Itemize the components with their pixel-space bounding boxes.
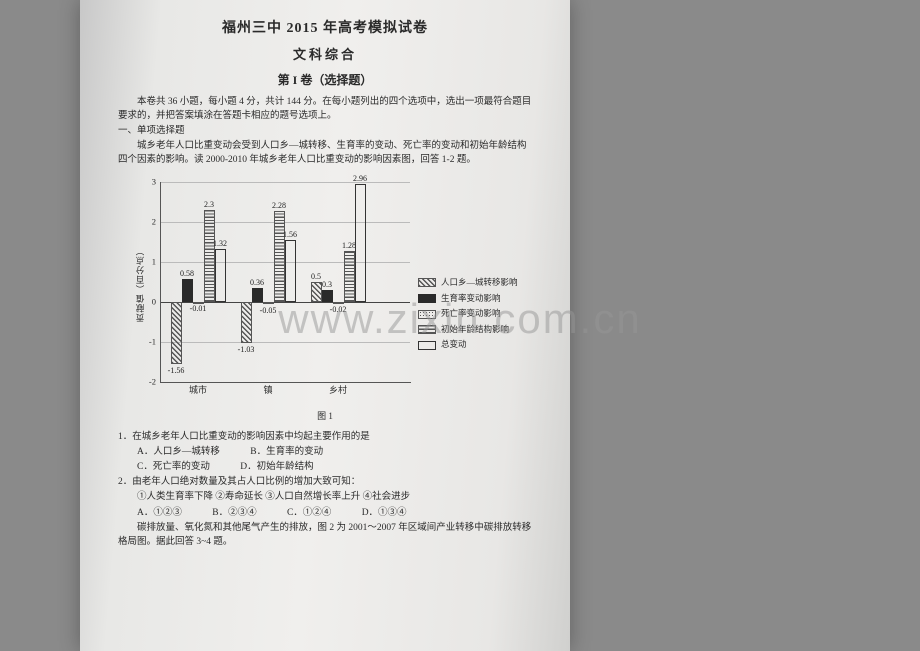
chart-bar <box>241 302 252 343</box>
chart-bar <box>285 240 296 302</box>
chart-bar <box>322 290 333 302</box>
chart-bar <box>344 251 355 302</box>
chart-value-label: -0.02 <box>330 304 347 316</box>
legend-swatch <box>418 310 436 319</box>
main-title: 福州三中 2015 年高考模拟试卷 <box>118 18 532 39</box>
legend-item: 生育率变动影响 <box>418 292 518 306</box>
question-2: 2．由老年人口绝对数量及其占人口比例的增加大致可知： ①人类生育率下降 ②寿命延… <box>118 475 532 521</box>
chart-value-label: 0.36 <box>250 277 264 289</box>
q1-opt-d: D．初始年龄结构 <box>240 460 313 475</box>
chart-value-label: 1.32 <box>213 238 227 250</box>
chart-value-label: 0.5 <box>311 271 321 283</box>
legend-swatch <box>418 341 436 350</box>
y-tick-label: -2 <box>140 376 156 389</box>
x-category-label: 城市 <box>189 384 207 398</box>
sub-title: 文科综合 <box>118 45 532 65</box>
chart-value-label: 2.96 <box>353 173 367 185</box>
y-tick-label: 2 <box>140 216 156 229</box>
y-tick-label: -1 <box>140 336 156 349</box>
q2-opt-a: A．①②③ <box>137 506 182 521</box>
legend-item: 总变动 <box>418 338 518 352</box>
chart-bar <box>215 249 226 302</box>
y-tick-label: 3 <box>140 176 156 189</box>
q1-opt-a: A．人口乡—城转移 <box>137 445 220 460</box>
chart-value-label: -1.56 <box>168 365 185 377</box>
q2-opt-c: C．①②④ <box>287 506 331 521</box>
chart-bar <box>204 210 215 302</box>
legend-label: 初始年龄结构影响 <box>441 323 509 337</box>
stimulus-text: 城乡老年人口比重变动会受到人口乡—城转移、生育率的变动、死亡率的变动和初始年龄结… <box>118 139 532 168</box>
legend-label: 总变动 <box>441 338 467 352</box>
legend-label: 人口乡—城转移影响 <box>441 276 518 290</box>
legend-label: 生育率变动影响 <box>441 292 501 306</box>
chart-bar <box>171 302 182 364</box>
q2-opt-b: B．②③④ <box>212 506 256 521</box>
q1-opt-c: C．死亡率的变动 <box>137 460 210 475</box>
x-category-label: 乡村 <box>329 384 347 398</box>
section-title: 第 I 卷（选择题） <box>118 71 532 89</box>
chart-bar <box>274 211 285 302</box>
legend-swatch <box>418 325 436 334</box>
exam-page: 福州三中 2015 年高考模拟试卷 文科综合 第 I 卷（选择题） 本卷共 36… <box>80 0 570 651</box>
chart-value-label: 2.3 <box>204 199 214 211</box>
legend-item: 死亡率变动影响 <box>418 307 518 321</box>
chart-value-label: -0.01 <box>190 303 207 315</box>
chart-value-label: 0.58 <box>180 268 194 280</box>
figure-caption: 图 1 <box>118 410 532 424</box>
chart-bar <box>355 184 366 302</box>
chart-bar <box>182 279 193 302</box>
q1-stem: 1．在城乡老年人口比重变动的影响因素中均起主要作用的是 <box>118 430 532 445</box>
chart-value-label: 0.3 <box>322 279 332 291</box>
legend-swatch <box>418 294 436 303</box>
chart-value-label: 1.56 <box>283 229 297 241</box>
y-tick-label: 1 <box>140 256 156 269</box>
section-label: 一、单项选择题 <box>118 124 532 139</box>
intro-instructions: 本卷共 36 小题，每小题 4 分，共计 144 分。在每小题列出的四个选项中，… <box>118 95 532 124</box>
chart-bar <box>263 302 274 304</box>
x-category-label: 镇 <box>263 384 272 398</box>
chart-value-label: -0.05 <box>260 305 277 317</box>
legend-item: 人口乡—城转移影响 <box>418 276 518 290</box>
legend-swatch <box>418 278 436 287</box>
y-tick-label: 0 <box>140 296 156 309</box>
chart-legend: 人口乡—城转移影响生育率变动影响死亡率变动影响初始年龄结构影响总变动 <box>418 276 518 354</box>
question-1: 1．在城乡老年人口比重变动的影响因素中均起主要作用的是 A．人口乡—城转移 B．… <box>118 430 532 476</box>
chart-figure: 贡献值（百分点） -2-10123-1.560.58-0.012.31.32城市… <box>130 176 520 406</box>
bridge-text: 碳排放量、氧化氮和其他尾气产生的排放，图 2 为 2001～2007 年区域间产… <box>118 521 532 550</box>
q2-opt-d: D．①③④ <box>362 506 407 521</box>
chart-value-label: -1.03 <box>238 344 255 356</box>
q1-opt-b: B．生育率的变动 <box>250 445 323 460</box>
chart-bar <box>252 288 263 302</box>
chart-value-label: 2.28 <box>272 200 286 212</box>
chart-bar <box>311 282 322 302</box>
legend-label: 死亡率变动影响 <box>441 307 501 321</box>
q2-substems: ①人类生育率下降 ②寿命延长 ③人口自然增长率上升 ④社会进步 <box>137 490 532 505</box>
legend-item: 初始年龄结构影响 <box>418 323 518 337</box>
q2-stem: 2．由老年人口绝对数量及其占人口比例的增加大致可知： <box>118 475 532 490</box>
